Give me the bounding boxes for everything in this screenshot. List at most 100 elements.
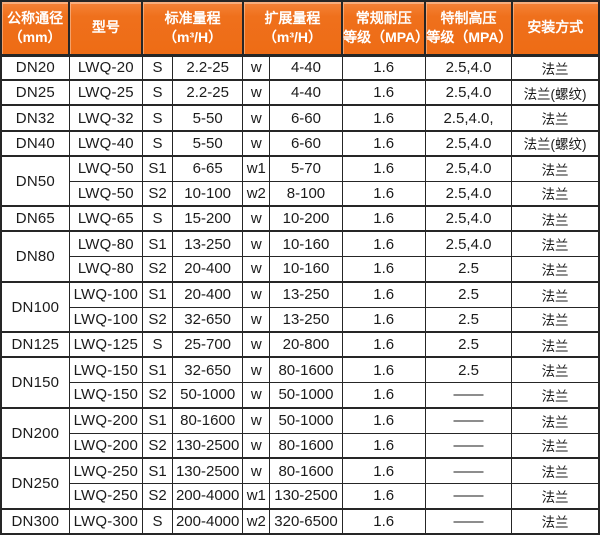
cell-regular-pressure: 1.6 xyxy=(341,457,426,484)
header-model: 型号 xyxy=(68,0,144,57)
cell-special-pressure: —— xyxy=(424,457,513,484)
cell-nominal-diameter: DN50 xyxy=(0,154,70,207)
cell-install: 法兰 xyxy=(511,507,600,535)
table-row: LWQ-200 S2 130-2500 w 80-1600 1.6 —— 法兰 xyxy=(1,432,600,459)
cell-s-code: S2 xyxy=(141,432,174,459)
cell-extended-range: 10-160 xyxy=(269,230,343,258)
cell-w-code: w xyxy=(242,432,271,459)
cell-install: 法兰 xyxy=(511,356,600,384)
cell-nominal-diameter: DN80 xyxy=(0,230,70,283)
cell-model: LWQ-300 xyxy=(68,507,143,535)
header-row: 公称通径 （mm） 型号 标准量程 （m³/H） 扩展量程 （m³/H） 常规耐… xyxy=(0,0,600,57)
cell-model: LWQ-25 xyxy=(68,79,143,106)
table-row: LWQ-50 S2 10-100 w2 8-100 1.6 2.5,4.0 法兰 xyxy=(1,180,600,207)
cell-special-pressure: —— xyxy=(424,507,513,535)
cell-model: LWQ-50 xyxy=(68,180,143,207)
cell-model: LWQ-100 xyxy=(68,306,143,333)
cell-s-code: S2 xyxy=(141,482,174,510)
cell-special-pressure: 2.5 xyxy=(424,256,513,283)
cell-extended-range: 10-160 xyxy=(269,256,343,283)
cell-w-code: w2 xyxy=(242,180,271,207)
cell-s-code: S2 xyxy=(141,180,174,207)
cell-special-pressure: 2.5,4.0 xyxy=(424,154,513,182)
cell-special-pressure: 2.5,4.0 xyxy=(424,205,513,232)
cell-s-code: S2 xyxy=(141,256,174,283)
cell-regular-pressure: 1.6 xyxy=(341,53,426,81)
cell-install: 法兰 xyxy=(511,205,600,232)
cell-model: LWQ-150 xyxy=(68,382,143,409)
cell-regular-pressure: 1.6 xyxy=(341,129,426,157)
cell-install: 法兰 xyxy=(511,482,600,510)
cell-model: LWQ-125 xyxy=(68,331,143,358)
cell-model: LWQ-200 xyxy=(68,432,143,459)
cell-standard-range: 6-65 xyxy=(172,154,244,182)
cell-special-pressure: 2.5,4.0 xyxy=(424,79,513,106)
cell-install: 法兰 xyxy=(511,331,600,358)
cell-s-code: S1 xyxy=(141,457,174,484)
table-row: DN40 LWQ-40 S 5-50 w 6-60 1.6 2.5,4.0 法兰(螺纹) xyxy=(0,129,600,157)
cell-s-code: S xyxy=(141,331,174,358)
cell-regular-pressure: 1.6 xyxy=(341,432,426,459)
cell-regular-pressure: 1.6 xyxy=(341,406,426,434)
cell-s-code: S xyxy=(141,104,174,132)
cell-w-code: w xyxy=(242,457,271,484)
cell-extended-range: 13-250 xyxy=(269,280,343,308)
cell-regular-pressure: 1.6 xyxy=(341,205,426,232)
cell-s-code: S1 xyxy=(141,154,174,182)
cell-w-code: w xyxy=(242,356,271,384)
table-header: 公称通径 （mm） 型号 标准量程 （m³/H） 扩展量程 （m³/H） 常规耐… xyxy=(0,0,600,57)
cell-install: 法兰(螺纹) xyxy=(511,79,600,106)
cell-regular-pressure: 1.6 xyxy=(341,180,426,207)
cell-install: 法兰 xyxy=(511,382,600,409)
table-row: DN25 LWQ-25 S 2.2-25 w 4-40 1.6 2.5,4.0 法兰(螺纹) xyxy=(0,79,600,106)
header-regular-pressure: 常规耐压 等级（MPA） xyxy=(341,0,429,57)
cell-model: LWQ-80 xyxy=(68,256,143,283)
cell-regular-pressure: 1.6 xyxy=(341,256,426,283)
header-nominal-diameter: 公称通径 （mm） xyxy=(0,0,71,57)
cell-regular-pressure: 1.6 xyxy=(341,154,426,182)
cell-model: LWQ-200 xyxy=(68,406,143,434)
cell-install: 法兰 xyxy=(511,53,600,81)
cell-special-pressure: —— xyxy=(424,382,513,409)
cell-special-pressure: —— xyxy=(424,482,513,510)
cell-install: 法兰 xyxy=(511,104,600,132)
cell-special-pressure: 2.5 xyxy=(424,356,513,384)
cell-w-code: w1 xyxy=(242,482,271,510)
cell-extended-range: 13-250 xyxy=(269,306,343,333)
cell-extended-range: 320-6500 xyxy=(269,507,343,535)
cell-install: 法兰 xyxy=(511,306,600,333)
cell-special-pressure: 2.5 xyxy=(424,280,513,308)
table-row: DN125 LWQ-125 S 25-700 w 20-800 1.6 2.5 法兰 xyxy=(0,331,600,358)
cell-extended-range: 80-1600 xyxy=(269,457,343,484)
cell-model: LWQ-65 xyxy=(68,205,143,232)
cell-extended-range: 4-40 xyxy=(269,53,343,81)
cell-regular-pressure: 1.6 xyxy=(341,280,426,308)
cell-s-code: S2 xyxy=(141,306,174,333)
table-row: LWQ-80 S2 20-400 w 10-160 1.6 2.5 法兰 xyxy=(1,256,600,283)
cell-w-code: w xyxy=(242,331,271,358)
cell-special-pressure: —— xyxy=(424,432,513,459)
cell-nominal-diameter: DN150 xyxy=(0,356,70,409)
cell-standard-range: 200-4000 xyxy=(172,507,244,535)
cell-standard-range: 15-200 xyxy=(172,205,244,232)
cell-special-pressure: 2.5,4.0, xyxy=(424,104,513,132)
cell-regular-pressure: 1.6 xyxy=(341,356,426,384)
cell-standard-range: 13-250 xyxy=(172,230,244,258)
spec-table-body: DN20 LWQ-20 S 2.2-25 w 4-40 1.6 2.5,4.0 法兰 DN25 LW… xyxy=(0,53,600,535)
cell-nominal-diameter: DN125 xyxy=(0,331,70,358)
cell-s-code: S1 xyxy=(141,406,174,434)
cell-w-code: w2 xyxy=(242,507,271,535)
header-installation: 安装方式 xyxy=(510,0,600,57)
cell-extended-range: 50-1000 xyxy=(269,382,343,409)
table-row: LWQ-100 S2 32-650 w 13-250 1.6 2.5 法兰 xyxy=(1,306,600,333)
table-row: DN32 LWQ-32 S 5-50 w 6-60 1.6 2.5,4.0, 法兰 xyxy=(0,104,600,132)
table-row: DN80 LWQ-80 S1 13-250 w 10-160 1.6 2.5,4.0 法兰 xyxy=(0,230,600,283)
cell-special-pressure: 2.5,4.0 xyxy=(424,180,513,207)
cell-nominal-diameter: DN100 xyxy=(0,280,70,333)
cell-standard-range: 130-2500 xyxy=(172,457,244,484)
cell-nominal-diameter: DN250 xyxy=(0,457,70,510)
cell-special-pressure: 2.5,4.0 xyxy=(424,230,513,258)
cell-install: 法兰 xyxy=(511,154,600,182)
cell-standard-range: 5-50 xyxy=(172,129,244,157)
cell-w-code: w xyxy=(242,306,271,333)
